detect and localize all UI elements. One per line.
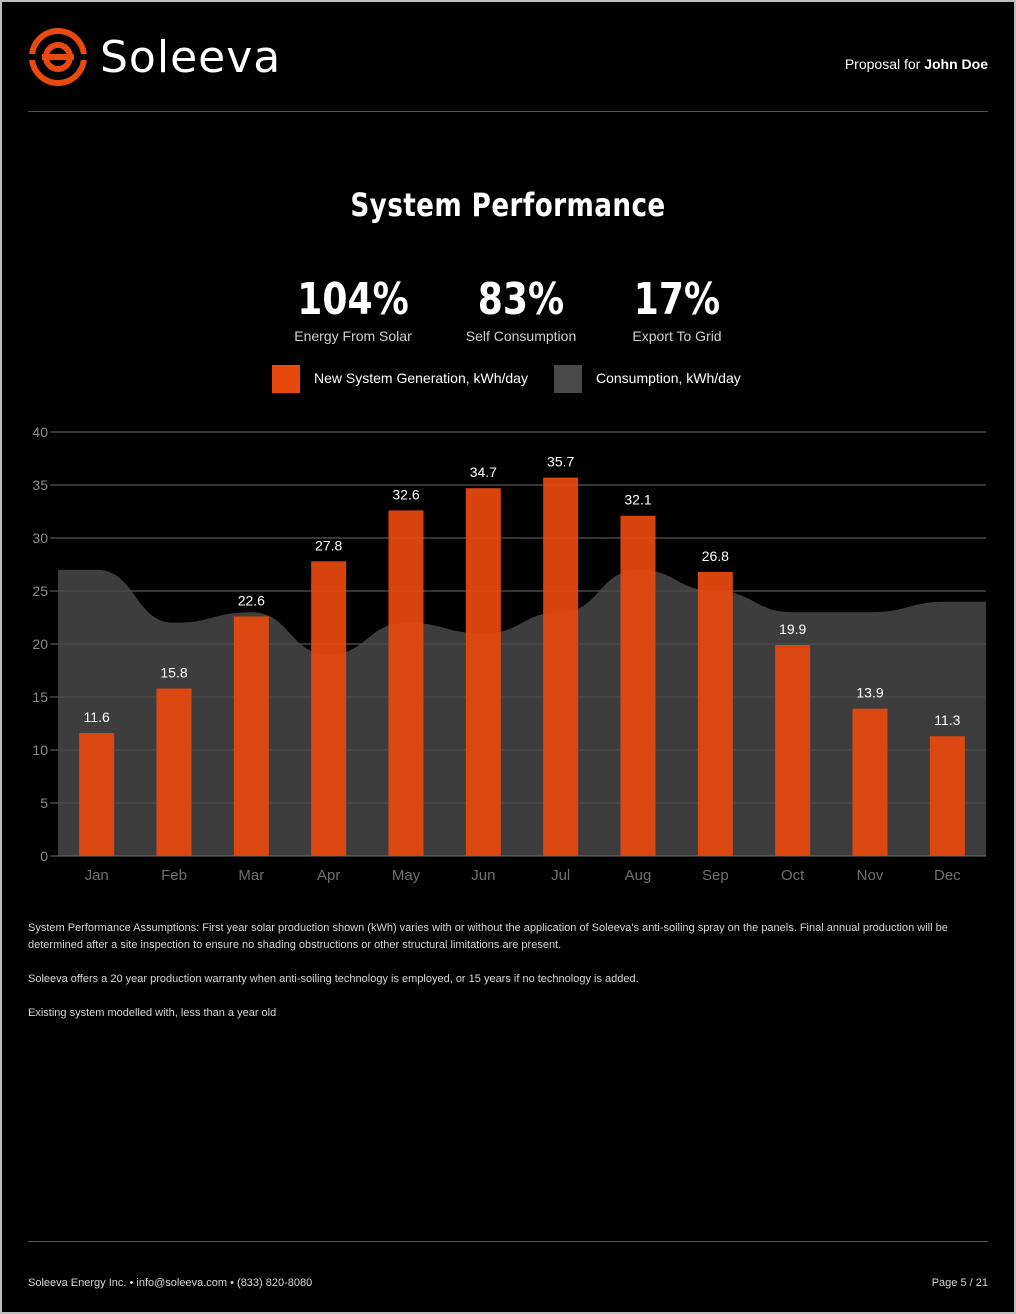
- y-tick-label: 10: [32, 742, 48, 758]
- x-tick-label: Mar: [238, 867, 264, 884]
- y-tick-label: 15: [32, 689, 48, 705]
- x-tick-label: Jan: [85, 867, 109, 884]
- header-divider: [28, 111, 988, 112]
- generation-bar: [388, 510, 424, 856]
- footer-page-number: Page 5 / 21: [931, 1277, 988, 1289]
- bar-data-label: 34.7: [470, 464, 497, 480]
- x-tick-label: Dec: [934, 867, 961, 884]
- bar-data-label: 11.6: [84, 709, 110, 725]
- page-title: System Performance: [350, 186, 666, 224]
- page-header: Soleeva Proposal for John Doe: [28, 26, 988, 90]
- x-tick-label: Oct: [781, 867, 805, 884]
- x-tick-label: Apr: [317, 867, 340, 884]
- generation-bar: [852, 708, 888, 856]
- note-warranty: Soleeva offers a 20 year production warr…: [28, 973, 639, 985]
- assumption-notes: System Performance Assumptions: First ye…: [28, 920, 988, 1039]
- stat-value: 83%: [477, 274, 565, 325]
- consumption-area: [58, 569, 986, 856]
- bar-data-label: 35.7: [547, 454, 574, 470]
- x-tick-label: Jun: [471, 867, 495, 884]
- proposal-prefix: Proposal for: [844, 56, 921, 72]
- x-tick-label: Aug: [625, 867, 652, 884]
- x-tick-label: Nov: [857, 867, 884, 884]
- stat-value: 17%: [633, 274, 721, 325]
- generation-bar: [311, 561, 347, 856]
- y-tick-label: 5: [40, 795, 48, 811]
- stat-label: Self Consumption: [465, 328, 577, 344]
- y-tick-label: 30: [32, 530, 48, 546]
- stat-label: Export To Grid: [632, 328, 722, 344]
- stat-self-consumption: 83% Self Consumption: [446, 274, 596, 344]
- bar-data-label: 19.9: [779, 621, 806, 637]
- y-tick-label: 40: [32, 424, 48, 440]
- legend-swatch-consumption: [554, 365, 582, 393]
- stat-export-to-grid: 17% Export To Grid: [602, 274, 752, 344]
- bar-data-label: 22.6: [238, 592, 265, 608]
- footer-divider: [28, 1241, 988, 1242]
- brand-name: Soleeva: [100, 32, 282, 83]
- stat-energy-from-solar: 104% Energy From Solar: [278, 274, 428, 344]
- legend-swatch-generation: [272, 365, 300, 393]
- generation-bar: [156, 688, 192, 856]
- legend-label: New System Generation, kWh/day: [314, 370, 528, 386]
- x-tick-label: Feb: [161, 867, 187, 884]
- x-tick-label: May: [392, 867, 421, 884]
- footer-contact: Soleeva Energy Inc. • info@soleeva.com •…: [28, 1277, 313, 1289]
- generation-bar: [620, 515, 656, 856]
- client-name: John Doe: [924, 56, 988, 72]
- x-tick-label: Jul: [551, 867, 570, 884]
- generation-bar: [543, 477, 579, 856]
- y-tick-label: 20: [32, 636, 48, 652]
- bar-data-label: 32.1: [624, 492, 651, 508]
- system-performance-chart: 0 5 10 15 20 25 30 35 40 11.6 15.8 22.6 27.8 32.6 34.7…: [32, 424, 986, 884]
- generation-bar: [775, 645, 811, 856]
- bar-data-label: 26.8: [702, 548, 729, 564]
- legend-label: Consumption, kWh/day: [596, 370, 741, 386]
- bar-data-label: 15.8: [160, 665, 187, 681]
- generation-bar: [233, 616, 269, 856]
- proposal-recipient: Proposal for John Doe: [845, 56, 988, 72]
- bar-data-label: 32.6: [392, 486, 419, 502]
- y-tick-label: 0: [40, 848, 48, 864]
- note-existing-system: Existing system modelled with, less than…: [28, 1007, 277, 1019]
- y-tick-label: 25: [32, 583, 48, 599]
- stat-value: 104%: [297, 274, 409, 325]
- generation-bar: [697, 571, 733, 856]
- soleeva-logo-icon: [28, 28, 88, 86]
- y-tick-label: 35: [32, 477, 48, 493]
- x-tick-label: Sep: [702, 867, 729, 884]
- generation-bar: [929, 736, 965, 856]
- generation-bar: [79, 733, 115, 856]
- bar-data-label: 13.9: [856, 685, 883, 701]
- note-assumptions: System Performance Assumptions: First ye…: [28, 922, 948, 951]
- generation-bar: [465, 488, 501, 856]
- bar-data-label: 27.8: [315, 537, 342, 553]
- stat-label: Energy From Solar: [294, 328, 412, 344]
- bar-data-label: 11.3: [934, 712, 960, 728]
